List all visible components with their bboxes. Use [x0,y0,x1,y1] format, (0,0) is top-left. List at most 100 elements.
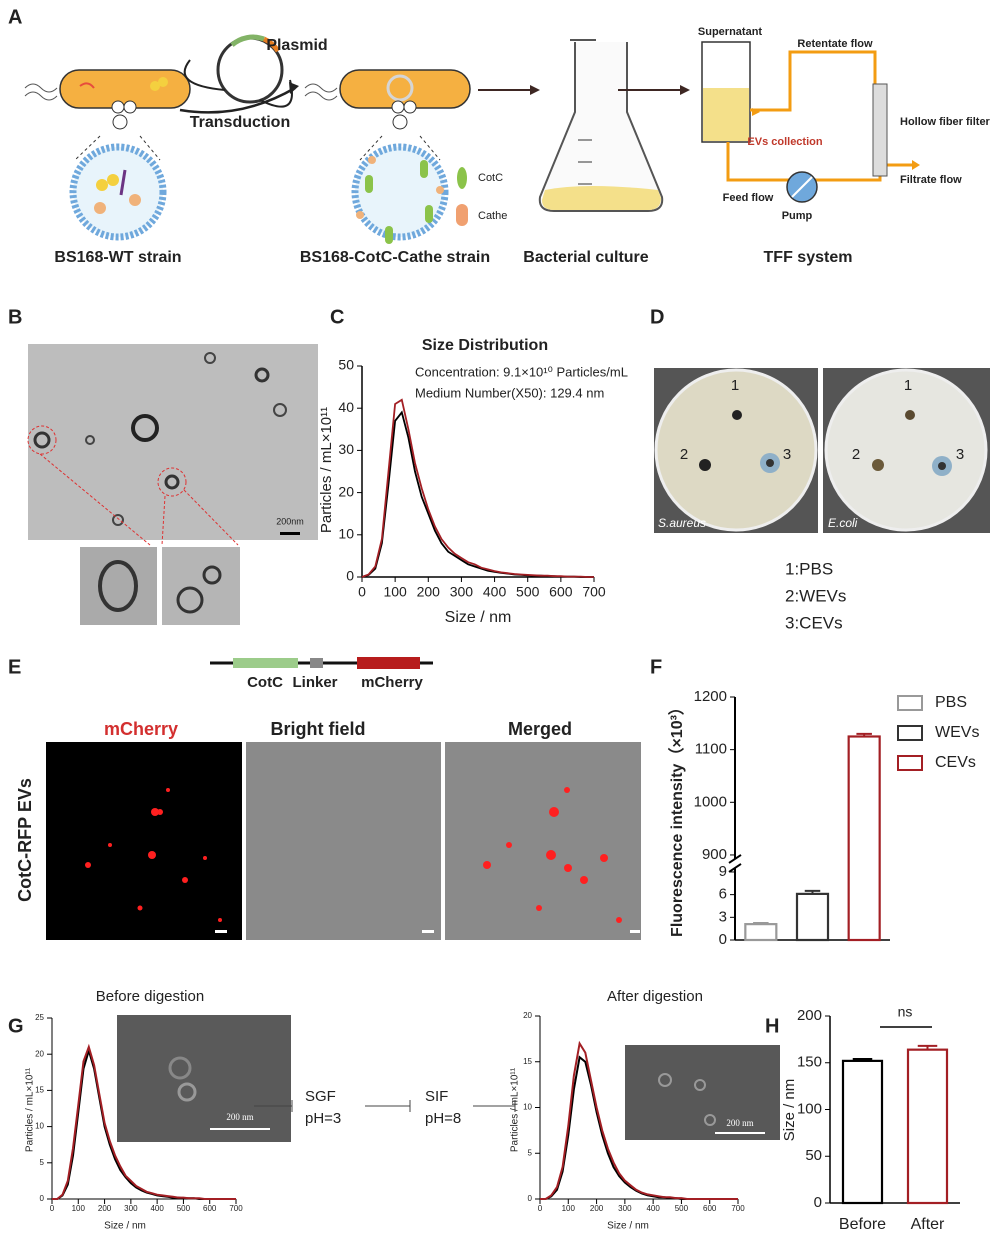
panel-a-labels: Bacterial culture [523,249,648,266]
panel-g-insets: 200 nm [226,1112,253,1122]
error-bar [852,1058,873,1061]
panel-e [148,851,156,859]
panel-g-insets: pH=8 [425,1110,461,1127]
panel-a-labels: Supernatant [698,26,763,38]
chart-texts: Size / nm [607,1221,649,1232]
panel-b-micrograph [131,414,159,442]
panel-e [357,657,420,669]
panel-d-plates: S.aureus [658,516,706,530]
panel-d-plates [654,368,818,532]
chart-texts: Concentration: 9.1×10¹⁰ Particles/mL [415,364,628,379]
x-tick-label: 400 [646,1204,660,1213]
panel-d-plates [872,459,884,471]
panel-b-micrograph [33,431,51,449]
panel-a-labels: Retentate flow [797,38,873,50]
panel-g-insets: SGF [305,1088,336,1105]
y-tick-label: 15 [523,1057,532,1066]
panel-e [564,864,572,872]
error-bar [804,889,821,894]
panel-a-labels: Plasmid [266,37,327,54]
bar [847,735,881,942]
y-tick-label: 0 [719,931,727,948]
panel-g-insets: 200 nm 200 nm SGF pH=3 SIF pH=8 [117,1015,780,1142]
x-tick-label: 400 [150,1204,164,1213]
panel-e [536,905,542,911]
panel-labels: E [8,656,21,678]
series-line [52,1043,236,1200]
panel-b-micrograph [202,565,222,585]
panel-a-diagram [158,77,168,87]
panel-a-diagram [436,186,444,194]
axis-break [728,863,742,873]
panel-b-micrograph [157,467,187,497]
panel-a-labels: TFF system [764,249,853,266]
y-tick-label: 1000 [694,793,727,810]
y-tick-label: 6 [719,886,727,903]
panel-a-diagram [129,194,141,206]
panel-b-micrograph [80,547,157,625]
panel-a-labels: EVs collection [747,136,822,148]
panel-d-plates: 1 [904,377,912,394]
x-tick-label: After [911,1216,945,1233]
panel-e [166,788,170,792]
panel-a-diagram [304,83,338,101]
panel-e: CotC Linker mCherry mCherry Bright field… [15,657,641,940]
panel-a-labels: CotC [478,172,503,184]
panel-d-plates: 1:PBS [785,559,833,578]
legend-swatch [897,755,923,771]
panel-a-diagram [791,176,813,198]
panel-a-diagram [24,34,920,244]
panel-a-diagram [419,135,441,161]
panel-e [580,876,588,884]
x-tick-label: 600 [703,1204,717,1213]
panel-a-labels: Feed flow [723,192,774,204]
panel-a-diagram [680,85,690,95]
panel-e [246,742,441,940]
panel-d-plates: 2 [680,446,688,463]
chart-texts: Medium Number(X50): 129.4 nm [415,385,604,400]
panel-labels: B [8,306,22,328]
panel-labels: A [8,6,22,28]
legend-label: PBS [935,694,967,711]
panel-a-diagram [872,83,888,177]
panel-g-insets: 200 nm [726,1118,753,1128]
panel-e: Linker [292,674,337,691]
x-tick-label: 500 [516,584,540,600]
x-tick-label: 700 [731,1204,745,1213]
panel-a-diagram [69,143,167,241]
panel-a-diagram [425,205,433,223]
x-tick-label: 100 [72,1204,86,1213]
panel-e [483,861,491,869]
panel-b-micrograph: 200nm [27,344,318,625]
panel-a-diagram [386,74,414,102]
panel-b-micrograph [112,514,124,526]
y-tick-label: 50 [805,1147,822,1164]
panel-b-micrograph [204,352,216,364]
panel-b-micrograph [27,425,57,455]
x-tick-label: 400 [483,584,507,600]
panel-e [182,877,188,883]
x-tick-label: Before [839,1216,886,1233]
panel-e [151,808,159,816]
legend-swatch [897,725,923,741]
chart-texts: After digestion [607,988,703,1005]
panel-d-plates: 1 2 3 1 2 3 S.aureus E.coli 1:PBS 2:WEVs… [654,368,990,632]
x-tick-label: 100 [562,1204,576,1213]
panel-d-plates: 1 [731,377,739,394]
panel-g-insets: pH=3 [305,1110,341,1127]
x-tick-label: 300 [450,584,474,600]
y-tick-label: 5 [528,1148,533,1157]
panel-a-diagram [912,160,920,170]
x-tick-label: 200 [417,584,441,600]
panel-a-diagram [538,39,664,212]
y-tick-label: 20 [523,1011,532,1020]
panel-a-diagram [542,186,661,210]
y-tick-label: 10 [35,1122,44,1131]
panel-g-insets [658,1073,672,1087]
panel-a-diagram [123,100,137,114]
panel-a-labels: BS168-CotC-Cathe strain [300,249,490,266]
panel-e: mCherry [361,674,423,691]
panel-e [445,742,641,940]
x-tick-label: 0 [50,1204,55,1213]
